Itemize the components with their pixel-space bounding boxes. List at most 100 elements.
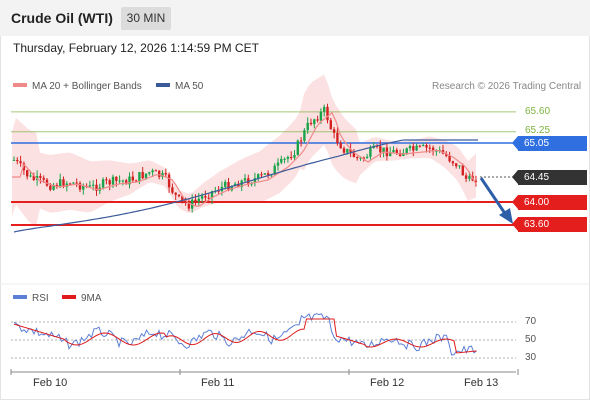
candle-body bbox=[92, 184, 95, 186]
candle-body bbox=[128, 176, 131, 185]
candle-body bbox=[299, 140, 303, 142]
candle-body bbox=[266, 173, 270, 176]
support-2-tag: 63.60 bbox=[512, 217, 587, 232]
candle-body bbox=[154, 170, 158, 172]
candle-body bbox=[224, 181, 227, 187]
candle-body bbox=[115, 176, 118, 181]
candle-body bbox=[105, 179, 108, 181]
rsi-ma-legend-label: 9MA bbox=[81, 293, 102, 304]
candle-body bbox=[332, 129, 336, 133]
candle-body bbox=[138, 172, 141, 181]
candle-body bbox=[161, 173, 164, 177]
candle-body bbox=[283, 158, 286, 160]
candle-body bbox=[210, 191, 214, 199]
rsi-legend-label: RSI bbox=[32, 293, 49, 304]
candle-body bbox=[194, 199, 197, 202]
candle-body bbox=[131, 176, 134, 181]
candle-body bbox=[177, 194, 181, 197]
instrument-title: Crude Oil (WTI) bbox=[11, 10, 113, 26]
candle-body bbox=[82, 185, 85, 190]
candle-body bbox=[144, 173, 148, 179]
candle-body bbox=[207, 197, 210, 199]
candle-body bbox=[260, 174, 263, 176]
candle-body bbox=[227, 181, 230, 191]
candle-body bbox=[445, 153, 448, 156]
resistance-2-label: 65.60 bbox=[525, 106, 551, 117]
candle-body bbox=[461, 165, 464, 176]
candle-body bbox=[405, 148, 408, 153]
candle-body bbox=[111, 176, 115, 185]
candle-body bbox=[125, 180, 128, 185]
rsi-tick-30: 30 bbox=[525, 352, 537, 363]
candle-body bbox=[197, 198, 200, 202]
candle-body bbox=[59, 179, 62, 187]
candle-body bbox=[78, 183, 82, 190]
candle-body bbox=[167, 174, 171, 188]
ma50-legend-label: MA 50 bbox=[175, 81, 204, 92]
candle-body bbox=[296, 140, 299, 155]
ma20-swatch bbox=[13, 83, 27, 88]
candle-body bbox=[392, 149, 395, 153]
candle-body bbox=[458, 165, 461, 167]
candle-body bbox=[243, 178, 247, 181]
candle-body bbox=[151, 170, 154, 173]
candle-body bbox=[158, 170, 161, 177]
candle-body bbox=[451, 161, 455, 164]
candle-body bbox=[389, 152, 392, 157]
candle-body bbox=[415, 145, 418, 151]
candle-body bbox=[187, 202, 191, 209]
candle-body bbox=[253, 178, 257, 183]
candle-body bbox=[62, 179, 65, 187]
candle-body bbox=[382, 147, 385, 153]
candle-body bbox=[398, 153, 402, 156]
timeframe-badge[interactable]: 30 MIN bbox=[121, 7, 171, 30]
candle-body bbox=[329, 120, 332, 130]
ma50-line bbox=[13, 139, 478, 233]
candle-body bbox=[101, 179, 105, 188]
forecast-arrow bbox=[479, 177, 513, 224]
candle-body bbox=[359, 157, 362, 159]
candle-body bbox=[323, 106, 326, 112]
support-1-tag: 64.00 bbox=[512, 195, 587, 210]
ma20-line bbox=[12, 111, 477, 207]
candle-body bbox=[217, 190, 220, 192]
candle-body bbox=[174, 192, 177, 195]
candle-body bbox=[474, 180, 478, 182]
candle-body bbox=[369, 148, 372, 157]
candle-body bbox=[336, 132, 339, 144]
pivot-tag: 65.05 bbox=[512, 136, 587, 151]
candle-body bbox=[39, 175, 42, 178]
candle-body bbox=[435, 150, 438, 152]
candle-body bbox=[339, 143, 342, 149]
candle-body bbox=[290, 157, 293, 159]
chart-header: Crude Oil (WTI) 30 MIN bbox=[0, 0, 590, 36]
x-label-feb13: Feb 13 bbox=[464, 377, 499, 389]
candle-body bbox=[237, 183, 240, 188]
rsi-ma-legend: 9MA bbox=[62, 293, 102, 304]
pivot-tag-value: 65.05 bbox=[524, 138, 550, 149]
candle-body bbox=[408, 146, 412, 149]
rsi-tick-70: 70 bbox=[525, 316, 537, 327]
candle-body bbox=[468, 176, 471, 179]
candle-body bbox=[263, 173, 266, 175]
candle-body bbox=[319, 111, 323, 121]
candle-body bbox=[164, 173, 167, 175]
forecast-arrow-head bbox=[499, 208, 513, 224]
candle-body bbox=[365, 156, 369, 159]
candle-body bbox=[286, 157, 290, 159]
support-1-value: 64.00 bbox=[524, 197, 550, 208]
candle-body bbox=[42, 177, 45, 180]
candle-body bbox=[148, 172, 151, 174]
candle-body bbox=[200, 196, 204, 199]
candle-body bbox=[352, 152, 356, 158]
candle-body bbox=[118, 180, 121, 182]
candle-body bbox=[72, 182, 75, 184]
chart-timestamp: Thursday, February 12, 2026 1:14:59 PM C… bbox=[13, 41, 259, 55]
rsi-tick-50: 50 bbox=[525, 334, 537, 345]
rsi-ma-line bbox=[13, 318, 477, 354]
candle-body bbox=[326, 106, 329, 121]
candle-body bbox=[280, 158, 283, 163]
candle-body bbox=[95, 184, 98, 191]
candle-body bbox=[464, 175, 468, 179]
